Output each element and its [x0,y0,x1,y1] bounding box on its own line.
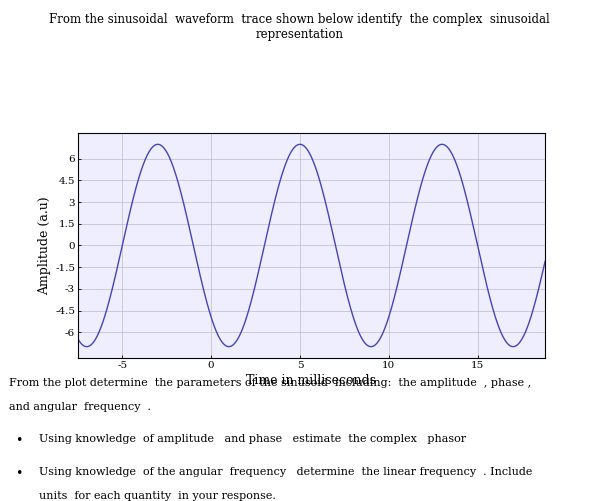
Text: Using knowledge  of the angular  frequency   determine  the linear frequency  . : Using knowledge of the angular frequency… [39,467,533,477]
Text: •: • [15,467,22,480]
Text: representation: representation [256,28,343,41]
Text: From the sinusoidal  waveform  trace shown below identify  the complex  sinusoid: From the sinusoidal waveform trace shown… [49,13,550,26]
Text: •: • [15,433,22,446]
X-axis label: Time in milliseconds: Time in milliseconds [246,374,377,387]
Y-axis label: Amplitude (a.u): Amplitude (a.u) [38,196,51,295]
Text: Using knowledge  of amplitude   and phase   estimate  the complex   phasor: Using knowledge of amplitude and phase e… [39,433,466,443]
Text: and angular  frequency  .: and angular frequency . [9,402,151,412]
Text: From the plot determine  the parameters of the sinusoid  including:  the amplitu: From the plot determine the parameters o… [9,378,531,388]
Text: units  for each quantity  in your response.: units for each quantity in your response… [39,491,276,501]
